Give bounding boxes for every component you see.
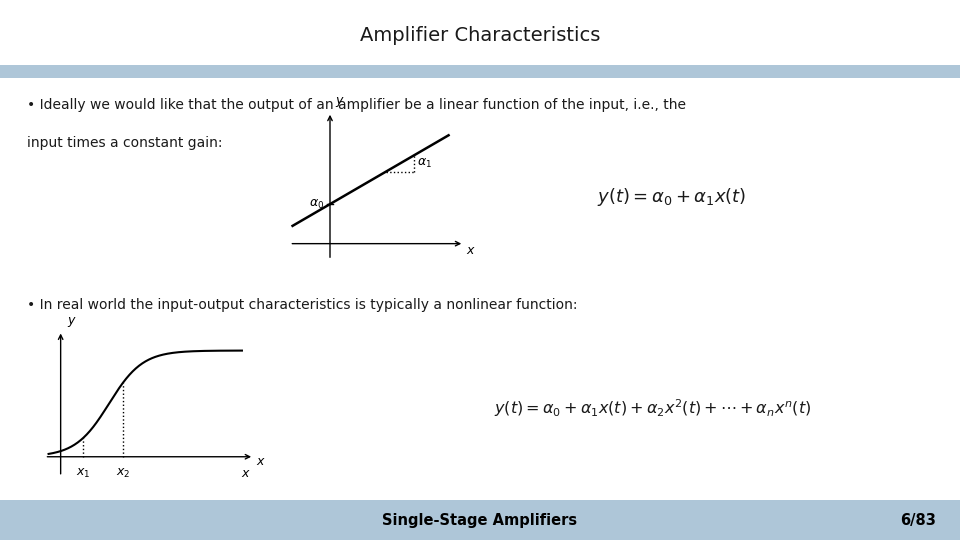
Text: $x$: $x$ [241, 467, 251, 480]
Text: $x$: $x$ [466, 244, 475, 256]
Bar [0, 65, 960, 78]
Bar [0, 500, 960, 540]
Text: $x_1$: $x_1$ [76, 467, 90, 480]
Text: $y$: $y$ [66, 315, 77, 329]
Text: 6/83: 6/83 [900, 512, 936, 528]
Text: Single-Stage Amplifiers: Single-Stage Amplifiers [382, 512, 578, 528]
Text: $\alpha_0$: $\alpha_0$ [308, 198, 324, 211]
Text: input times a constant gain:: input times a constant gain: [27, 136, 223, 150]
Text: $y(t) = \alpha_0 + \alpha_1 x(t)$: $y(t) = \alpha_0 + \alpha_1 x(t)$ [597, 186, 747, 208]
Text: $x_2$: $x_2$ [116, 467, 131, 480]
Text: Amplifier Characteristics: Amplifier Characteristics [360, 25, 600, 45]
Text: • In real world the input-output characteristics is typically a nonlinear functi: • In real world the input-output charact… [27, 298, 577, 312]
Text: $\alpha_1$: $\alpha_1$ [417, 157, 432, 170]
Text: $y(t) = \alpha_0 + \alpha_1 x(t) + \alpha_2 x^2(t) + \cdots + \alpha_n x^n(t)$: $y(t) = \alpha_0 + \alpha_1 x(t) + \alph… [494, 397, 811, 418]
Text: $y$: $y$ [335, 94, 345, 109]
Text: • Ideally we would like that the output of an amplifier be a linear function of : • Ideally we would like that the output … [27, 98, 685, 112]
Text: $x$: $x$ [256, 455, 266, 468]
